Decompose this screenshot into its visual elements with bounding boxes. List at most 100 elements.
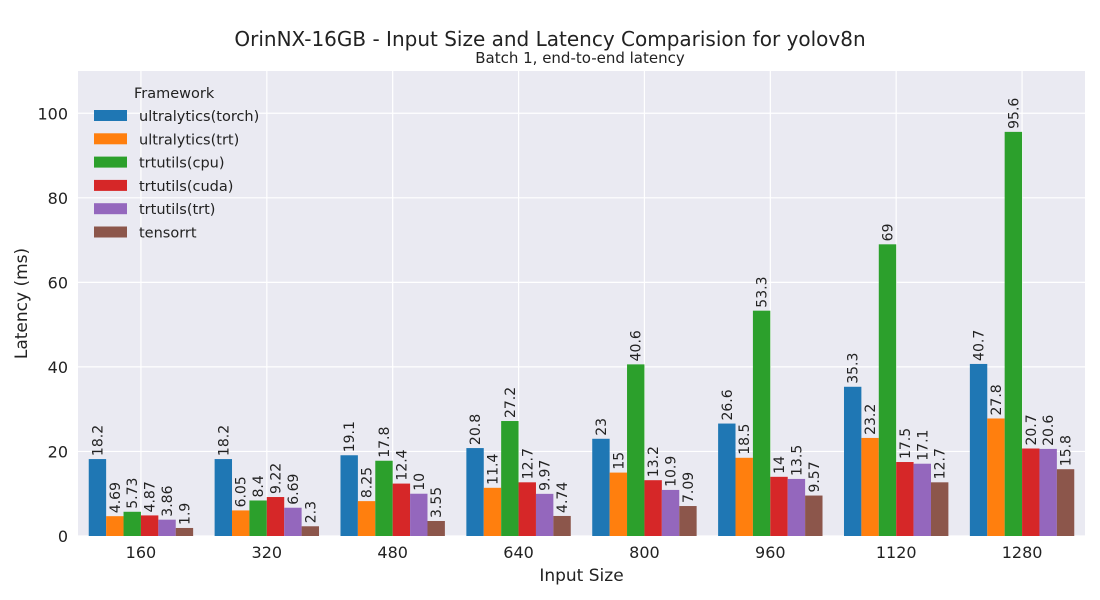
bar	[553, 515, 571, 536]
x-tick-label: 1280	[1002, 543, 1043, 562]
data-label: 15.8	[1059, 435, 1075, 466]
data-label: 95.6	[1006, 98, 1022, 129]
bar	[913, 463, 931, 536]
bar	[609, 472, 628, 536]
bar	[140, 515, 159, 536]
data-label: 20.8	[468, 414, 484, 445]
bar	[987, 418, 1005, 536]
data-label: 7.09	[681, 472, 697, 503]
bar	[930, 482, 949, 536]
data-label: 15	[611, 452, 627, 470]
plot-area	[78, 71, 1085, 536]
bar	[483, 487, 502, 536]
data-label: 40.7	[972, 330, 988, 361]
data-label: 23	[594, 418, 610, 436]
bar	[1004, 131, 1023, 536]
data-label: 9.97	[538, 460, 554, 491]
data-label: 17.1	[915, 430, 931, 461]
bar	[969, 363, 988, 536]
legend-label: trtutils(cuda)	[139, 179, 233, 195]
bar	[896, 462, 914, 536]
legend-swatch	[94, 179, 127, 191]
data-label: 9.22	[269, 463, 285, 494]
data-label: 17.8	[377, 427, 393, 458]
bar	[592, 438, 610, 536]
legend-swatch	[94, 110, 127, 121]
data-label: 6.69	[286, 474, 302, 505]
data-label: 3.55	[429, 487, 445, 518]
data-label: 1.9	[177, 503, 193, 525]
data-label: 4.87	[143, 481, 159, 512]
bar	[787, 478, 806, 536]
bar	[249, 500, 267, 536]
data-label: 27.8	[989, 384, 1005, 415]
bar	[805, 495, 823, 536]
bar	[466, 448, 484, 536]
bar	[518, 482, 536, 536]
bar	[410, 493, 428, 536]
bar	[232, 510, 250, 536]
bar	[392, 483, 411, 536]
bar	[735, 457, 753, 536]
y-tick-label: 0	[58, 527, 68, 546]
legend-swatch	[94, 156, 127, 168]
bar	[752, 310, 771, 536]
data-label: 14	[772, 456, 788, 474]
data-labels-layer: 18.2 4.69 5.73 4.87 3.86 1.9 18.2 6.05 8.4 9.22 6.…	[90, 98, 1074, 525]
y-tick-label: 60	[48, 273, 68, 292]
bar	[1022, 448, 1040, 536]
data-label: 18.5	[737, 424, 753, 455]
legend: Framework ultralytics(torch) ultralytics(…	[94, 86, 259, 242]
bar	[357, 501, 376, 536]
data-label: 35.3	[846, 353, 862, 384]
tick-labels-layer: 0 20 40 60 80 100 160 320 480 640 800 960 1120 1280	[37, 104, 1042, 562]
data-label: 20.6	[1041, 415, 1057, 446]
data-label: 8.4	[251, 475, 267, 497]
bar	[106, 516, 124, 536]
data-label: 8.25	[360, 467, 376, 498]
data-label: 69	[880, 223, 896, 241]
data-label: 11.4	[485, 454, 501, 485]
legend-swatch	[94, 203, 127, 215]
bar	[644, 480, 662, 536]
bar	[340, 455, 358, 536]
bar	[88, 459, 107, 536]
chart-subtitle: Batch 1, end-to-end latency	[475, 49, 685, 67]
bar	[627, 364, 645, 536]
y-axis-label: Latency (ms)	[12, 248, 32, 359]
legend-label: trtutils(cpu)	[139, 156, 225, 172]
data-label: 6.05	[234, 476, 250, 507]
bar	[861, 437, 879, 536]
bar	[1039, 448, 1057, 536]
x-tick-label: 160	[126, 543, 157, 562]
data-label: 53.3	[755, 277, 771, 308]
data-label: 26.6	[720, 389, 736, 420]
chart-title: OrinNX-16GB - Input Size and Latency Com…	[234, 27, 865, 51]
data-label: 4.69	[108, 482, 124, 513]
y-tick-label: 100	[37, 104, 68, 123]
data-label: 18.2	[90, 425, 106, 456]
data-label: 3.86	[160, 485, 176, 516]
legend-label: ultralytics(trt)	[139, 132, 239, 148]
data-label: 13.5	[789, 445, 805, 476]
data-label: 4.74	[555, 482, 571, 513]
bar	[535, 493, 554, 536]
x-axis-label: Input Size	[539, 566, 623, 586]
data-label: 12.7	[520, 448, 536, 479]
x-tick-label: 960	[755, 543, 786, 562]
bar	[284, 507, 302, 536]
bar	[661, 489, 680, 536]
bar	[501, 421, 519, 536]
data-label: 17.5	[898, 428, 914, 459]
data-label: 9.57	[807, 461, 823, 492]
x-tick-label: 480	[377, 543, 408, 562]
bar	[158, 519, 176, 536]
data-label: 20.7	[1024, 414, 1040, 445]
data-label: 27.2	[503, 387, 519, 418]
y-tick-label: 20	[48, 442, 68, 461]
bar	[375, 460, 393, 536]
y-tick-label: 80	[48, 189, 68, 208]
bars-layer	[88, 131, 1075, 536]
